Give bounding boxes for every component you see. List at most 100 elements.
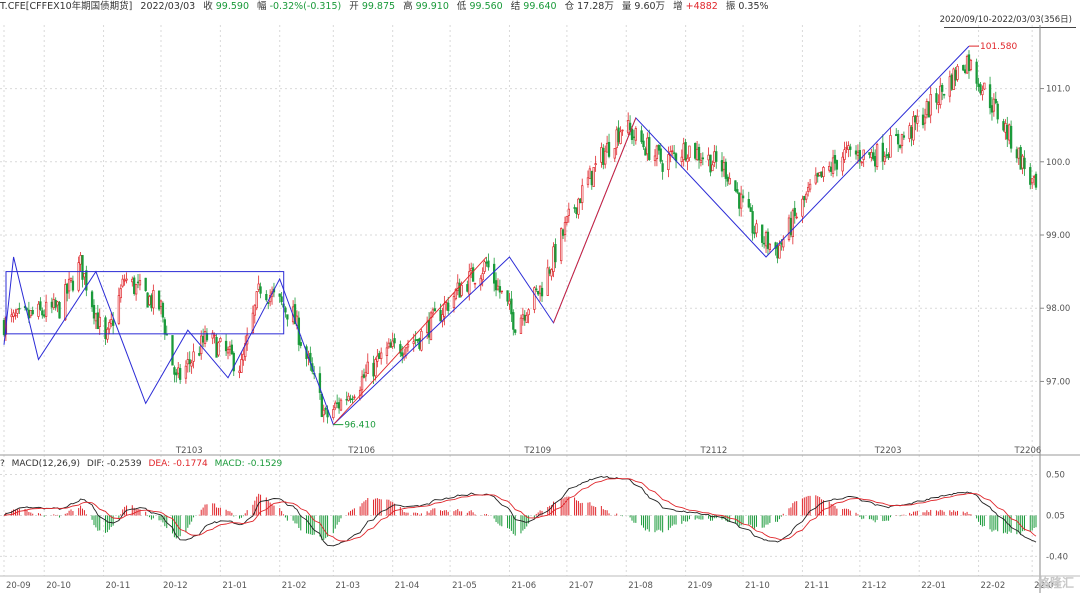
- candle-body: [988, 84, 992, 109]
- candlestick: [456, 274, 459, 296]
- candle-body: [795, 216, 798, 219]
- candle-body: [613, 148, 616, 159]
- candlestick: [672, 144, 676, 160]
- candlestick: [734, 180, 737, 193]
- candlestick: [642, 133, 645, 150]
- candlestick: [680, 149, 683, 168]
- candlestick: [560, 227, 563, 265]
- candle-body: [232, 352, 235, 372]
- change-field: 幅 -0.32%(-0.315): [257, 1, 341, 12]
- candlestick: [787, 214, 791, 242]
- candle-body: [858, 150, 862, 162]
- candlestick: [535, 285, 538, 293]
- candlestick: [416, 338, 419, 344]
- candlestick: [722, 156, 726, 177]
- candle-body: [764, 232, 768, 247]
- candlestick: [621, 129, 624, 136]
- candlestick: [533, 286, 536, 314]
- candlestick: [605, 135, 609, 153]
- candle-body: [929, 94, 932, 116]
- candle-body: [452, 296, 456, 309]
- candle-body: [902, 135, 906, 138]
- candlestick: [828, 161, 831, 173]
- candle-body: [996, 103, 999, 120]
- y-tick-label: 99.00: [1046, 231, 1070, 241]
- candlestick: [29, 309, 32, 319]
- candle-body: [81, 255, 84, 280]
- candle-body: [14, 314, 17, 317]
- candle-body: [835, 160, 839, 170]
- candle-body: [1002, 121, 1005, 131]
- candlestick: [833, 149, 837, 171]
- candle-body: [860, 161, 863, 164]
- candle-body: [741, 195, 745, 199]
- dea-value: -0.1774: [173, 459, 208, 469]
- candle-body: [349, 398, 352, 401]
- candlestick: [521, 307, 525, 326]
- candle-body: [627, 120, 630, 134]
- candle-body: [527, 309, 530, 316]
- candle-body: [672, 152, 676, 154]
- candle-body: [412, 341, 415, 344]
- candlestick: [1015, 146, 1019, 163]
- candle-body: [546, 267, 549, 296]
- candle-body: [43, 314, 46, 317]
- candle-body: [607, 141, 611, 157]
- candle-body: [538, 285, 542, 294]
- candle-body: [801, 198, 804, 217]
- candle-body: [640, 130, 643, 143]
- candle-body: [1006, 124, 1009, 140]
- candlestick: [2, 317, 6, 337]
- candlestick: [470, 262, 473, 279]
- candle-body: [10, 314, 13, 318]
- candlestick: [121, 274, 124, 288]
- candlestick: [211, 330, 214, 345]
- candle-body: [439, 309, 442, 322]
- candle-body: [443, 303, 446, 317]
- candlestick: [793, 200, 796, 224]
- help-icon[interactable]: ?: [0, 459, 5, 469]
- candlestick: [468, 263, 471, 301]
- candlestick: [163, 317, 166, 340]
- candlestick: [990, 97, 994, 121]
- candlestick: [481, 267, 484, 287]
- candlestick: [523, 310, 526, 326]
- candlestick: [791, 208, 794, 245]
- oi-label: 仓: [564, 1, 575, 12]
- candle-body: [688, 145, 691, 158]
- candle-body: [337, 402, 341, 409]
- candlestick: [192, 343, 195, 369]
- candle-body: [548, 269, 551, 274]
- candlestick: [360, 370, 364, 397]
- candle-body: [822, 167, 825, 177]
- candle-body: [923, 116, 927, 124]
- candle-body: [738, 192, 741, 209]
- candle-body: [682, 143, 685, 160]
- candle-body: [219, 338, 222, 342]
- candle-body: [178, 368, 182, 380]
- candlestick: [146, 292, 149, 308]
- candle-body: [632, 136, 636, 139]
- candlestick: [694, 142, 697, 161]
- candlestick: [875, 142, 879, 170]
- candlestick: [291, 300, 295, 325]
- x-tick-label: 20-11: [106, 581, 131, 591]
- symbol-name[interactable]: T.CFE[CFFEX10年期国债期货]: [0, 1, 133, 12]
- x-tick-label: 21-04: [395, 581, 420, 591]
- x-tick-label: 21-02: [282, 581, 307, 591]
- candle-body: [590, 170, 593, 186]
- candlestick: [929, 86, 932, 124]
- candle-body: [755, 223, 758, 234]
- candle-body: [54, 299, 57, 308]
- candle-body: [201, 335, 205, 343]
- candle-body: [148, 296, 151, 305]
- candlestick: [184, 360, 188, 384]
- candle-body: [414, 339, 417, 341]
- candle-body: [77, 262, 80, 291]
- candle-body: [293, 304, 297, 325]
- candlestick: [364, 364, 368, 382]
- candlestick: [324, 406, 327, 415]
- candle-body: [351, 398, 354, 401]
- candlestick: [64, 279, 67, 322]
